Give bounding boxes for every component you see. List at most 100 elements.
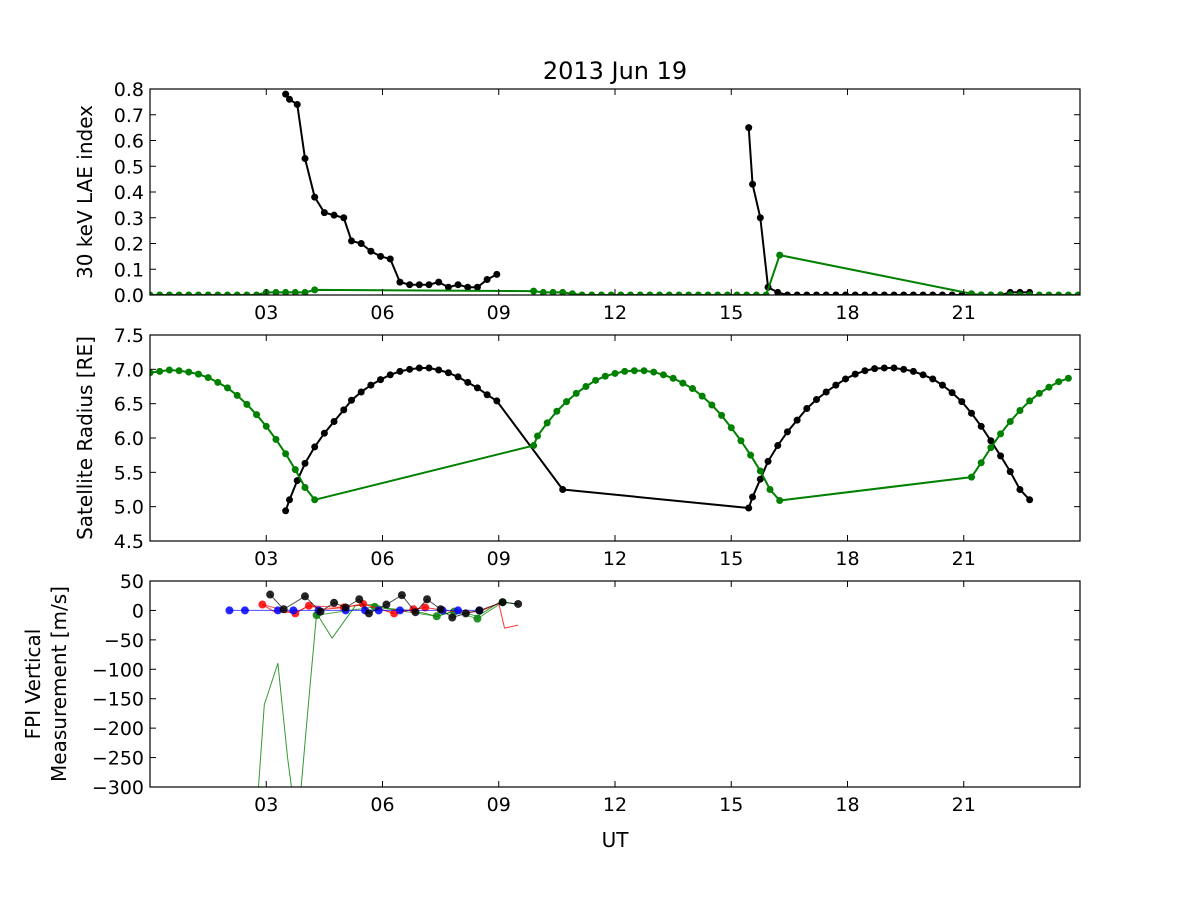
lae-index-series-0-point-21: [474, 284, 481, 291]
satellite-radius-series-0-point-33: [813, 396, 820, 403]
satellite-radius-series-0-point-44: [920, 371, 927, 378]
satellite-radius-ytick-label: 7.0: [114, 359, 144, 381]
fpi-vertical-series-5-point-13: [448, 613, 456, 621]
satellite-radius-ytick-label: 6.5: [114, 394, 144, 416]
lae-index-ytick-label: 0.1: [114, 259, 144, 281]
satellite-radius-series-1-point-51: [1026, 397, 1033, 404]
fpi-vertical-xtick-label: 06: [370, 794, 394, 816]
satellite-radius-ytick-label: 5.0: [114, 497, 144, 519]
satellite-radius-series-0-point-10: [367, 382, 374, 389]
satellite-radius-series-0-point-16: [426, 364, 433, 371]
satellite-radius-xtick-label: 06: [370, 548, 394, 570]
fpi-vertical-ytick-label: −300: [92, 777, 144, 799]
fpi-vertical-ytick-label: −50: [104, 630, 144, 652]
satellite-radius-series-0-point-13: [396, 368, 403, 375]
satellite-radius-series-0-point-30: [784, 428, 791, 435]
satellite-radius-series-0-point-41: [891, 364, 898, 371]
satellite-radius-series-1-point-33: [670, 375, 677, 382]
fpi-vertical-xtick-label: 12: [603, 794, 627, 816]
fpi-vertical-xtick-label: 15: [719, 794, 743, 816]
satellite-radius-series-1-point-40: [737, 437, 744, 444]
lae-index-series-0-point-2: [294, 101, 301, 108]
lae-index-series-0-point-1: [286, 96, 293, 103]
lae-index-series-1-point-43: [776, 252, 783, 259]
lae-index-series-0-point-10: [367, 248, 374, 255]
lae-index-series-0-point-3: [302, 155, 309, 162]
satellite-radius-series-1-point-19: [534, 432, 541, 439]
fpi-vertical-series-4-point-0: [225, 606, 233, 614]
satellite-radius-series-1-point-44: [776, 497, 783, 504]
lae-index-series-0-point-15: [416, 281, 423, 288]
satellite-radius-series-1-point-42: [757, 467, 764, 474]
satellite-radius-series-1-point-2: [166, 367, 173, 374]
satellite-radius-series-0-point-24: [559, 486, 566, 493]
lae-index-series-0-point-9: [358, 240, 365, 247]
fpi-vertical-series-5-point-10: [411, 608, 419, 616]
satellite-radius-series-0-point-34: [823, 388, 830, 395]
lae-index-series-0-point-7: [340, 214, 347, 221]
fpi-vertical-series-5-point-12: [437, 605, 445, 613]
lae-index-series-0-point-13: [396, 279, 403, 286]
lae-index-series-0-point-12: [387, 255, 394, 262]
fpi-vertical-series-5-point-15: [475, 606, 483, 614]
satellite-radius-series-0-point-50: [978, 423, 985, 430]
lae-index-series-0-point-2: [757, 214, 764, 221]
satellite-radius-xtick-label: 09: [487, 548, 511, 570]
lae-index-series-0-point-17: [435, 279, 442, 286]
lae-index-series-0-point-19: [455, 281, 462, 288]
satellite-radius-series-1-point-47: [987, 444, 994, 451]
satellite-radius-series-0-point-40: [881, 364, 888, 371]
satellite-radius-series-0-point-53: [1007, 468, 1014, 475]
satellite-radius-ytick-label: 4.5: [114, 531, 144, 553]
satellite-radius-series-0-point-21: [474, 384, 481, 391]
satellite-radius-xtick-label: 03: [254, 548, 278, 570]
satellite-radius-series-1-point-41: [747, 452, 754, 459]
satellite-radius-series-1-point-4: [185, 369, 192, 376]
fpi-vertical-ytick-label: −150: [92, 689, 144, 711]
satellite-radius-xtick-label: 15: [719, 548, 743, 570]
satellite-radius-series-1-point-17: [311, 496, 318, 503]
lae-index-xtick-label: 21: [952, 302, 976, 324]
satellite-radius-series-0-point-43: [910, 368, 917, 375]
fpi-vertical-series-5-point-7: [365, 609, 373, 617]
fpi-vertical-ytick-label: −250: [92, 748, 144, 770]
satellite-radius-series-1-point-7: [214, 379, 221, 386]
satellite-radius-series-0-point-32: [803, 405, 810, 412]
lae-index-xtick-label: 09: [487, 302, 511, 324]
fpi-vertical-series-4-point-3: [289, 606, 297, 614]
satellite-radius-series-0-point-28: [765, 458, 772, 465]
fpi-vertical-series-5-point-9: [398, 591, 406, 599]
lae-index-series-0-point-8: [348, 237, 355, 244]
satellite-radius-series-0-point-11: [377, 376, 384, 383]
satellite-radius-series-0-point-4: [311, 443, 318, 450]
satellite-radius-series-1-point-20: [544, 419, 551, 426]
satellite-radius-series-0-point-55: [1026, 496, 1033, 503]
lae-index-series-0-point-4: [311, 194, 318, 201]
satellite-radius-series-1-point-24: [582, 383, 589, 390]
satellite-radius-series-0-point-17: [435, 367, 442, 374]
satellite-radius-series-0-point-22: [484, 391, 491, 398]
satellite-radius-series-1-point-28: [621, 368, 628, 375]
satellite-radius-series-1-point-43: [767, 486, 774, 493]
satellite-radius-ytick-label: 7.5: [114, 325, 144, 347]
fpi-vertical-ylabel-line-1: Measurement [m/s]: [47, 586, 71, 782]
lae-index-ytick-label: 0.7: [114, 105, 144, 127]
satellite-radius-series-1-point-49: [1007, 418, 1014, 425]
lae-index-series-0-point-0: [745, 124, 752, 131]
satellite-radius-series-1-point-3: [176, 367, 183, 374]
satellite-radius-series-1-point-34: [679, 380, 686, 387]
fpi-vertical-xlabel: UT: [602, 828, 630, 852]
satellite-radius-series-0-point-46: [939, 382, 946, 389]
lae-index-series-0-point-20: [464, 284, 471, 291]
figure-title: 2013 Jun 19: [543, 57, 687, 85]
lae-index-ytick-label: 0.8: [114, 79, 144, 101]
satellite-radius-series-0-point-12: [387, 371, 394, 378]
satellite-radius-series-0-point-26: [749, 494, 756, 501]
satellite-radius-ylabel: Satellite Radius [RE]: [73, 336, 97, 540]
fpi-vertical-series-4-point-8: [396, 606, 404, 614]
satellite-radius-series-0-point-37: [852, 371, 859, 378]
fpi-vertical-series-5-point-5: [342, 603, 350, 611]
lae-index-xtick-label: 15: [719, 302, 743, 324]
satellite-radius-xtick-label: 18: [835, 548, 859, 570]
satellite-radius-series-1-point-10: [243, 401, 250, 408]
